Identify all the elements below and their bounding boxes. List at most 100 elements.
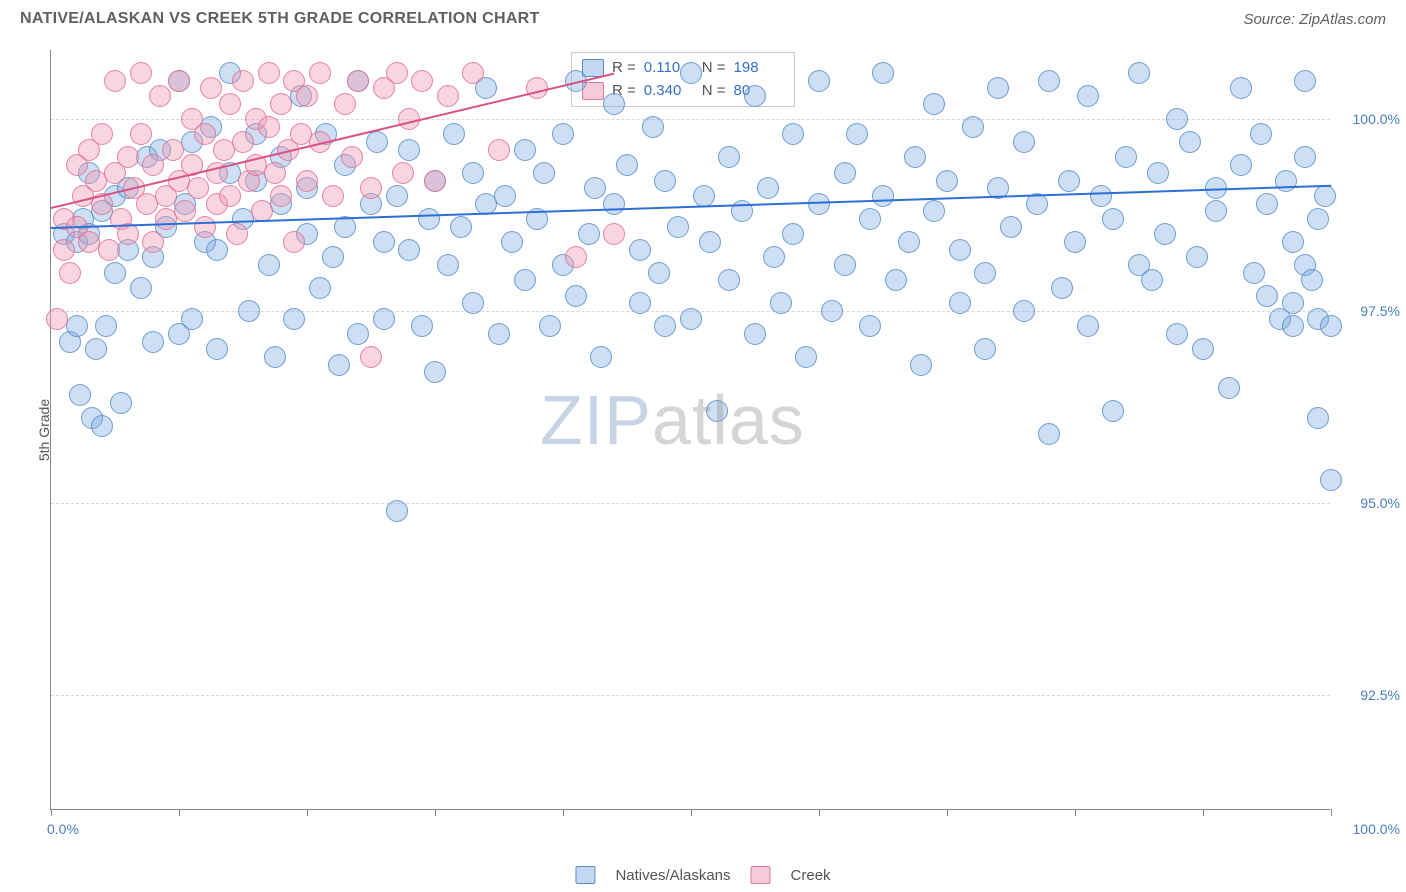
- data-point-natives_alaskans: [1186, 246, 1208, 268]
- data-point-natives_alaskans: [1154, 223, 1176, 245]
- data-point-natives_alaskans: [987, 77, 1009, 99]
- data-point-natives_alaskans: [642, 116, 664, 138]
- trend-line-natives_alaskans: [51, 184, 1331, 228]
- data-point-natives_alaskans: [808, 70, 830, 92]
- data-point-natives_alaskans: [923, 93, 945, 115]
- xtick: [1075, 809, 1076, 816]
- data-point-natives_alaskans: [1282, 231, 1304, 253]
- data-point-creek: [98, 239, 120, 261]
- data-point-natives_alaskans: [859, 315, 881, 337]
- ytick-label: 97.5%: [1340, 303, 1400, 319]
- data-point-natives_alaskans: [1192, 338, 1214, 360]
- data-point-natives_alaskans: [1230, 77, 1252, 99]
- data-point-creek: [142, 154, 164, 176]
- data-point-natives_alaskans: [718, 146, 740, 168]
- data-point-natives_alaskans: [1128, 62, 1150, 84]
- data-point-natives_alaskans: [398, 239, 420, 261]
- data-point-natives_alaskans: [699, 231, 721, 253]
- data-point-natives_alaskans: [1141, 269, 1163, 291]
- data-point-natives_alaskans: [846, 123, 868, 145]
- data-point-creek: [264, 162, 286, 184]
- data-point-creek: [360, 346, 382, 368]
- data-point-natives_alaskans: [386, 185, 408, 207]
- data-point-creek: [149, 85, 171, 107]
- data-point-natives_alaskans: [450, 216, 472, 238]
- data-point-natives_alaskans: [603, 193, 625, 215]
- gridline-h: [51, 503, 1330, 504]
- bottom-swatch-a: [575, 866, 595, 884]
- data-point-natives_alaskans: [603, 93, 625, 115]
- data-point-natives_alaskans: [821, 300, 843, 322]
- data-point-natives_alaskans: [936, 170, 958, 192]
- xtick: [819, 809, 820, 816]
- data-point-creek: [46, 308, 68, 330]
- data-point-natives_alaskans: [648, 262, 670, 284]
- data-point-natives_alaskans: [693, 185, 715, 207]
- data-point-creek: [104, 70, 126, 92]
- data-point-natives_alaskans: [1000, 216, 1022, 238]
- data-point-natives_alaskans: [1115, 146, 1137, 168]
- data-point-creek: [603, 223, 625, 245]
- data-point-natives_alaskans: [514, 269, 536, 291]
- data-point-natives_alaskans: [1218, 377, 1240, 399]
- data-point-natives_alaskans: [322, 246, 344, 268]
- data-point-natives_alaskans: [782, 123, 804, 145]
- data-point-creek: [142, 231, 164, 253]
- data-point-natives_alaskans: [1307, 208, 1329, 230]
- plot-area: 5th Grade R = 0.110 N = 198 R = 0.340 N …: [50, 50, 1330, 810]
- data-point-natives_alaskans: [962, 116, 984, 138]
- data-point-natives_alaskans: [418, 208, 440, 230]
- data-point-natives_alaskans: [206, 239, 228, 261]
- data-point-natives_alaskans: [1243, 262, 1265, 284]
- bottom-swatch-b: [751, 866, 771, 884]
- data-point-natives_alaskans: [744, 85, 766, 107]
- data-point-creek: [296, 170, 318, 192]
- ytick-label: 95.0%: [1340, 495, 1400, 511]
- data-point-creek: [130, 123, 152, 145]
- data-point-natives_alaskans: [680, 308, 702, 330]
- data-point-natives_alaskans: [1179, 131, 1201, 153]
- xtick: [435, 809, 436, 816]
- data-point-creek: [334, 93, 356, 115]
- data-point-natives_alaskans: [373, 231, 395, 253]
- data-point-creek: [232, 131, 254, 153]
- data-point-natives_alaskans: [1013, 300, 1035, 322]
- data-point-natives_alaskans: [565, 285, 587, 307]
- data-point-creek: [174, 200, 196, 222]
- data-point-natives_alaskans: [680, 62, 702, 84]
- data-point-natives_alaskans: [590, 346, 612, 368]
- xtick: [691, 809, 692, 816]
- data-point-natives_alaskans: [69, 384, 91, 406]
- data-point-natives_alaskans: [898, 231, 920, 253]
- data-point-natives_alaskans: [1038, 70, 1060, 92]
- data-point-natives_alaskans: [1320, 315, 1342, 337]
- data-point-creek: [194, 123, 216, 145]
- data-point-natives_alaskans: [667, 216, 689, 238]
- data-point-natives_alaskans: [437, 254, 459, 276]
- source-label: Source: ZipAtlas.com: [1243, 11, 1386, 28]
- data-point-natives_alaskans: [872, 185, 894, 207]
- data-point-natives_alaskans: [130, 277, 152, 299]
- data-point-natives_alaskans: [66, 315, 88, 337]
- data-point-natives_alaskans: [1013, 131, 1035, 153]
- data-point-natives_alaskans: [910, 354, 932, 376]
- xtick: [1203, 809, 1204, 816]
- data-point-creek: [411, 70, 433, 92]
- chart-header: NATIVE/ALASKAN VS CREEK 5TH GRADE CORREL…: [0, 0, 1406, 34]
- data-point-natives_alaskans: [238, 300, 260, 322]
- data-point-creek: [130, 62, 152, 84]
- data-point-natives_alaskans: [1090, 185, 1112, 207]
- stat-n-value-a: 198: [734, 57, 784, 80]
- data-point-natives_alaskans: [1294, 146, 1316, 168]
- xaxis-label-left: 0.0%: [47, 821, 79, 837]
- data-point-natives_alaskans: [110, 392, 132, 414]
- data-point-creek: [437, 85, 459, 107]
- stat-r-label: R =: [612, 57, 636, 80]
- data-point-natives_alaskans: [1077, 315, 1099, 337]
- ytick-label: 100.0%: [1340, 111, 1400, 127]
- gridline-h: [51, 119, 1330, 120]
- data-point-creek: [117, 146, 139, 168]
- data-point-creek: [194, 216, 216, 238]
- stat-n-label: N =: [702, 57, 726, 80]
- yaxis-title: 5th Grade: [36, 398, 52, 460]
